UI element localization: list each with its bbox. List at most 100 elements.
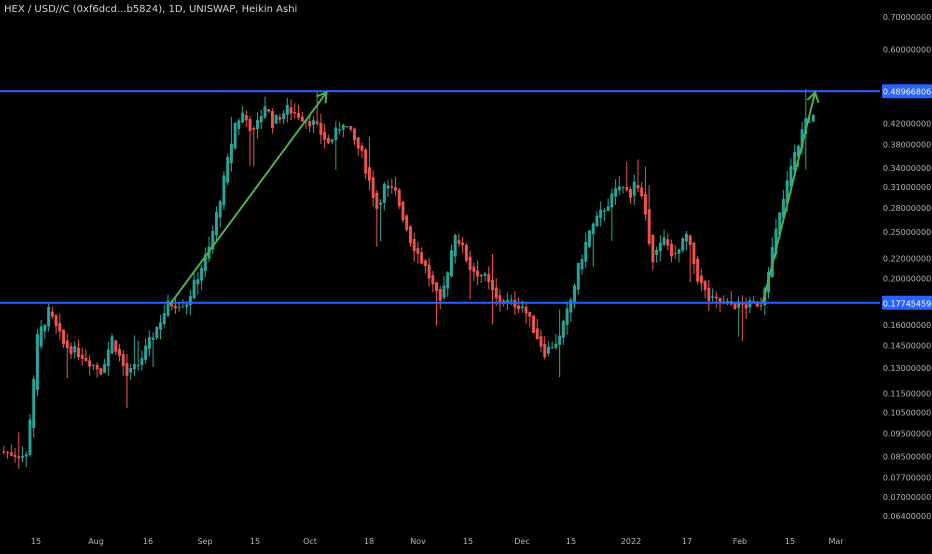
price-axis-label: 0.06400000 (883, 512, 931, 521)
candle-body (330, 139, 334, 142)
candle (442, 276, 446, 300)
candle-body (382, 183, 386, 203)
candle (699, 269, 703, 292)
arrow-shaft (761, 92, 817, 303)
candle (196, 271, 200, 295)
candle (811, 113, 815, 123)
candle-body (405, 215, 409, 230)
candle-body (21, 456, 24, 458)
candle (517, 297, 521, 314)
candle-body (95, 364, 99, 370)
candle-body (58, 323, 62, 332)
price-axis-label: 0.07700000 (883, 473, 931, 482)
candle-body (28, 419, 32, 455)
candle (132, 335, 136, 376)
candle (259, 109, 263, 129)
candle (431, 271, 435, 293)
candle (487, 266, 491, 290)
candle-body (267, 109, 271, 112)
candle-body (796, 145, 800, 157)
price-axis-label: 0.48966806 (883, 88, 931, 97)
candle (726, 298, 729, 306)
candle-body (35, 333, 39, 391)
candle-body (569, 299, 573, 313)
price-label-bg (882, 295, 932, 310)
candle (24, 451, 28, 468)
price-axis-label: 0.08500000 (883, 453, 931, 462)
candle-body (170, 304, 174, 307)
candle (617, 176, 621, 196)
candle (353, 127, 356, 146)
candle-body (80, 354, 84, 359)
candle-body (487, 274, 491, 283)
candle (326, 134, 330, 145)
candle (159, 314, 162, 340)
candle-body (461, 242, 465, 246)
candle-body (155, 326, 159, 339)
candle (397, 188, 401, 209)
candle (364, 148, 368, 179)
candle-body (140, 358, 144, 366)
candle (561, 319, 565, 345)
candle (338, 121, 342, 135)
candle-body (412, 238, 416, 252)
candle-body (114, 340, 118, 352)
candle (532, 315, 535, 334)
candle-body (77, 347, 80, 358)
candle-body (300, 116, 304, 122)
candle (483, 271, 487, 282)
time-axis: 15 Aug 16 Sep 15 Oct 18 Nov 15 Dec 15 2022 17 Feb 15 Ma… (31, 537, 844, 546)
candle (211, 225, 215, 254)
candle-body (401, 201, 405, 221)
price-axis-label: 0.31000000 (883, 183, 931, 192)
time-axis-label: 15 (463, 537, 473, 546)
candle (677, 248, 681, 263)
candle-body (371, 177, 375, 199)
candle (125, 353, 129, 409)
candle-body (498, 295, 502, 303)
time-axis-label: 2022 (621, 537, 641, 546)
candle (558, 309, 562, 378)
candle-body (733, 303, 737, 310)
candle (453, 233, 457, 264)
candle (166, 294, 170, 318)
candle-body (32, 378, 36, 428)
candle (464, 243, 468, 263)
candle (386, 179, 390, 198)
price-axis-label: 0.42000000 (883, 120, 931, 129)
candle-body (517, 305, 521, 310)
candle-body (714, 296, 718, 299)
candle (58, 313, 62, 340)
candle (800, 121, 804, 155)
candle-body (539, 336, 543, 347)
candle (446, 271, 450, 298)
candle (54, 313, 58, 334)
candle-body (88, 360, 92, 367)
time-axis-label: 15 (785, 537, 795, 546)
candle-body (707, 287, 711, 302)
price-axis-label: 0.17745459 (883, 299, 931, 308)
candle-body (118, 348, 121, 356)
candle (282, 110, 286, 124)
candle (707, 279, 711, 311)
candle-body (561, 320, 565, 338)
time-axis-label: Oct (303, 537, 317, 546)
candle-body (360, 145, 364, 151)
candle-body (293, 111, 297, 114)
candle (491, 253, 494, 325)
candle (32, 375, 36, 438)
candle (580, 254, 584, 275)
candle (569, 297, 573, 322)
candle (621, 186, 625, 194)
candle (151, 332, 155, 367)
candle (256, 112, 259, 139)
candle-body (263, 106, 267, 118)
candle-body (737, 301, 741, 308)
candle-body (629, 189, 632, 198)
candle (297, 105, 300, 121)
candle-body (491, 280, 494, 291)
candle-body (252, 128, 256, 130)
candle (479, 273, 483, 283)
candle (50, 307, 54, 320)
candle (9, 444, 13, 457)
